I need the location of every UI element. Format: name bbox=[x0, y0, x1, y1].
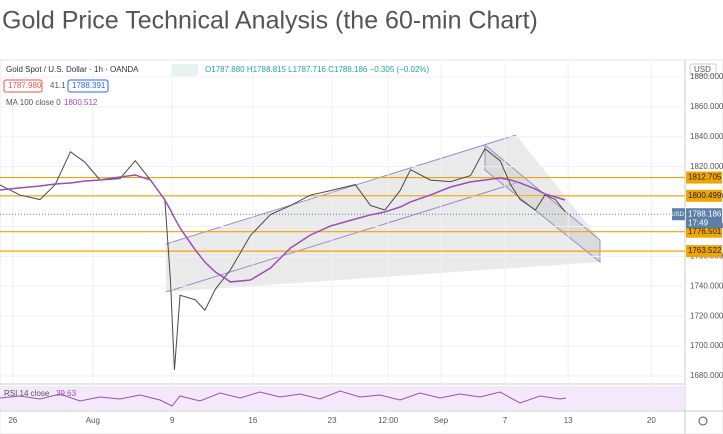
x-tick-label: 20 bbox=[647, 416, 656, 425]
rsi-value: 39.63 bbox=[56, 389, 77, 398]
settings-icon[interactable] bbox=[698, 416, 708, 426]
level-label: 1812.705 bbox=[688, 173, 722, 182]
x-tick-label: Aug bbox=[86, 416, 100, 425]
y-tick-label: 1820.000 bbox=[690, 162, 723, 171]
current-symbol-tag bbox=[672, 208, 685, 221]
y-tick-label: 1880.000 bbox=[690, 72, 723, 81]
level-label: 1776.501 bbox=[688, 227, 722, 236]
current-price: 1788.186 bbox=[688, 209, 722, 218]
level-label: 1800.499 bbox=[688, 191, 722, 200]
unit-box[interactable] bbox=[689, 63, 717, 76]
unit-label: USD bbox=[694, 65, 711, 74]
x-tick-label: 23 bbox=[328, 416, 337, 425]
level-tag bbox=[686, 245, 722, 258]
symbol-label: Gold Spot / U.S. Dollar · 1h · OANDA bbox=[6, 65, 139, 74]
current-price-tag bbox=[686, 208, 722, 229]
ma-label: MA 100 close 0 bbox=[6, 98, 61, 107]
y-tick-label: 1840.000 bbox=[690, 132, 723, 141]
series-line bbox=[0, 174, 566, 283]
y-tick-label: 1740.000 bbox=[690, 281, 723, 290]
bid-box[interactable] bbox=[3, 79, 43, 93]
channel-lower bbox=[165, 182, 517, 293]
x-tick-label: 9 bbox=[170, 416, 175, 425]
x-tick-label: Sep bbox=[434, 416, 449, 425]
current-symbol: XAUUSD bbox=[659, 212, 685, 218]
page-title: Gold Price Technical Analysis (the 60-mi… bbox=[2, 7, 538, 35]
down-channel bbox=[484, 143, 601, 264]
indicator-toggle[interactable] bbox=[172, 64, 198, 76]
y-tick-label: 1680.000 bbox=[690, 371, 723, 380]
rsi-label: RSI 14 close bbox=[4, 389, 50, 398]
level-tag bbox=[686, 171, 722, 184]
channel-upper bbox=[165, 134, 517, 245]
level-tag bbox=[686, 225, 722, 238]
x-tick-label: 16 bbox=[248, 416, 257, 425]
current-time: 17:49 bbox=[688, 218, 709, 227]
rsi-band bbox=[0, 386, 685, 410]
ma-value: 1800.512 bbox=[64, 98, 98, 107]
x-tick-label: 12:00 bbox=[378, 416, 399, 425]
x-tick-label: 26 bbox=[8, 416, 17, 425]
ask-label: 1788.391 bbox=[72, 81, 106, 90]
spread-label: 41.1 bbox=[50, 81, 66, 90]
ohlc-label: O1787.880 H1788.815 L1787.716 C1788.186 … bbox=[205, 65, 430, 74]
ask-box[interactable] bbox=[67, 79, 109, 93]
y-tick-label: 1720.000 bbox=[690, 311, 723, 320]
bid-label: 1787.980 bbox=[8, 81, 42, 90]
y-tick-label: 1700.000 bbox=[690, 341, 723, 350]
x-tick-label: 7 bbox=[503, 416, 508, 425]
rsi-line bbox=[0, 390, 567, 407]
level-label: 1763.522 bbox=[688, 246, 722, 255]
level-tag bbox=[686, 189, 722, 202]
x-tick-label: 13 bbox=[564, 416, 573, 425]
y-tick-label: 1860.000 bbox=[690, 102, 723, 111]
